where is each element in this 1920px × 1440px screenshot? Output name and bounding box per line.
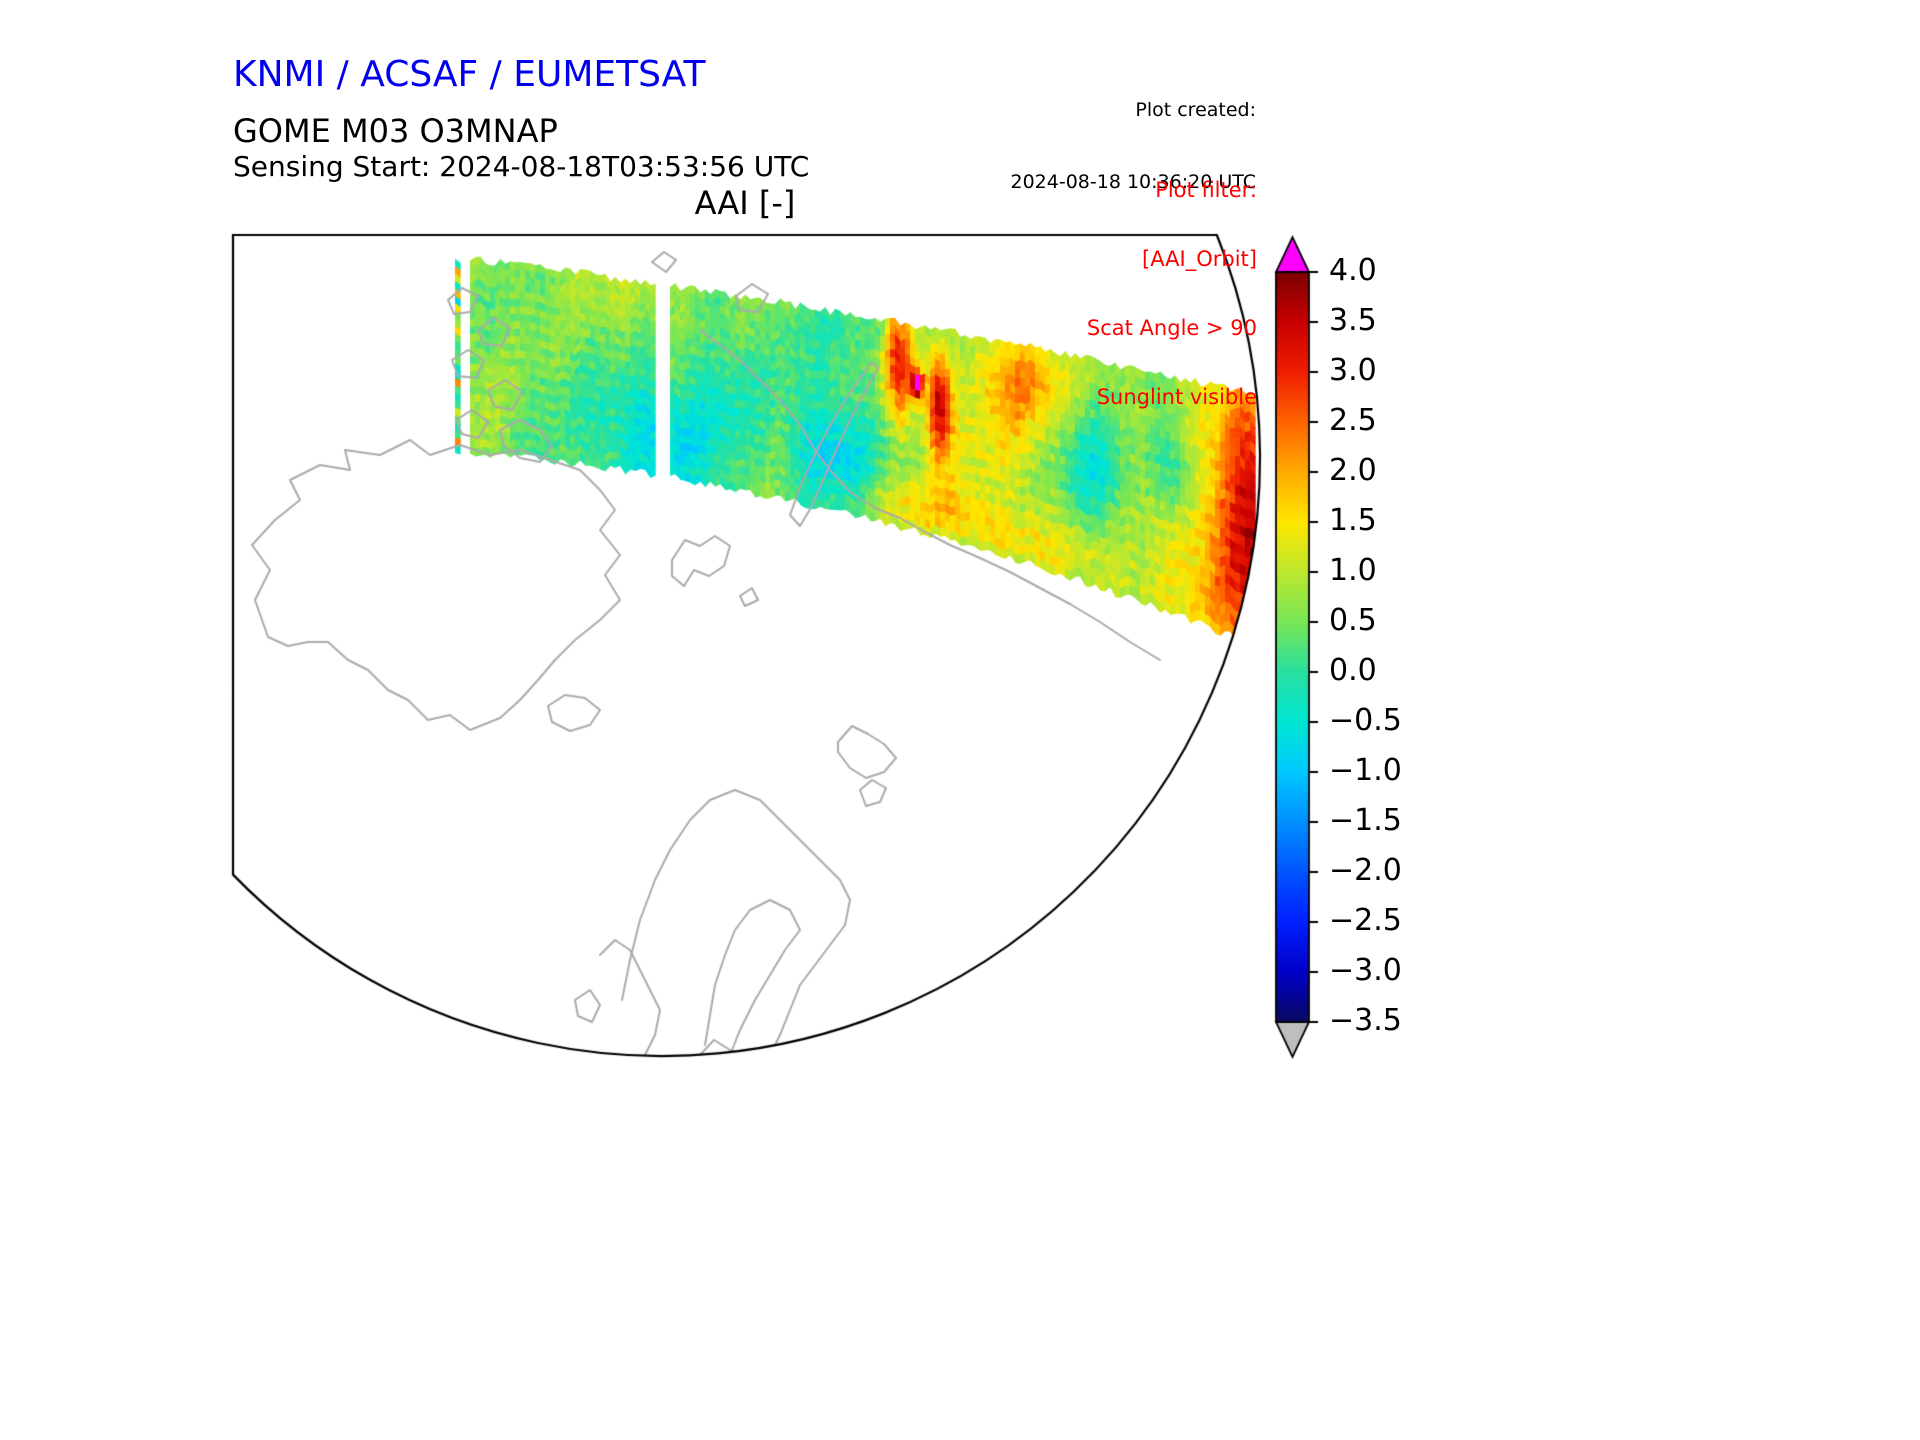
colorbar-tick-label: −2.0	[1329, 853, 1402, 888]
colorbar-tick-label: 1.0	[1329, 553, 1377, 588]
sensing-start: Sensing Start: 2024-08-18T03:53:56 UTC	[233, 150, 810, 183]
plot-created-time: 2024-08-18 10:36:20 UTC	[1010, 171, 1257, 193]
plot-title: AAI [-]	[694, 184, 796, 222]
colorbar-tick-label: 3.0	[1329, 353, 1377, 388]
colorbar-tick-label: 0.5	[1329, 603, 1377, 638]
plot-filter-block: Plot filter: [AAI_Orbit] Scat Angle > 90…	[1087, 133, 1257, 455]
colorbar-tick-label: −3.5	[1329, 1003, 1402, 1038]
plot-filter-title: Plot filter:	[1155, 178, 1257, 202]
product-title: GOME M03 O3MNAP	[233, 112, 558, 150]
colorbar-tick-label: 4.0	[1329, 253, 1377, 288]
plot-created-block: Plot created: 2024-08-18 10:36:20 UTC	[1011, 50, 1257, 242]
colorbar-tick-label: −2.5	[1329, 903, 1402, 938]
colorbar-tick-label: 2.5	[1329, 403, 1377, 438]
colorbar-tick-label: 3.5	[1329, 303, 1377, 338]
plot-created-label: Plot created:	[1135, 99, 1256, 121]
colorbar-tick-label: −3.0	[1329, 953, 1402, 988]
agency-title: KNMI / ACSAF / EUMETSAT	[233, 54, 706, 95]
plot-filter-line: Scat Angle > 90	[1086, 316, 1257, 340]
colorbar-tick-label: −0.5	[1329, 703, 1402, 738]
colorbar-tick-label: −1.5	[1329, 803, 1402, 838]
colorbar-tick-label: −1.0	[1329, 753, 1402, 788]
plot-filter-line: [AAI_Orbit]	[1142, 247, 1257, 271]
plot-filter-line: Sunglint visible	[1096, 385, 1257, 409]
colorbar-tick-label: 1.5	[1329, 503, 1377, 538]
colorbar-tick-label: 0.0	[1329, 653, 1377, 688]
colorbar-tick-label: 2.0	[1329, 453, 1377, 488]
